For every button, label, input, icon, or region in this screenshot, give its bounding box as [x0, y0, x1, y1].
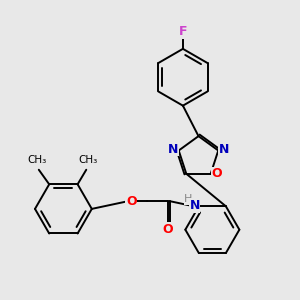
Text: O: O — [212, 167, 222, 180]
Text: CH₃: CH₃ — [27, 155, 47, 165]
Text: CH₃: CH₃ — [78, 155, 98, 165]
Text: H: H — [184, 194, 193, 204]
Text: O: O — [162, 223, 173, 236]
Text: F: F — [179, 25, 187, 38]
Text: O: O — [126, 195, 136, 208]
Text: N: N — [168, 142, 178, 156]
Text: N: N — [190, 199, 200, 212]
Text: N: N — [219, 142, 229, 156]
